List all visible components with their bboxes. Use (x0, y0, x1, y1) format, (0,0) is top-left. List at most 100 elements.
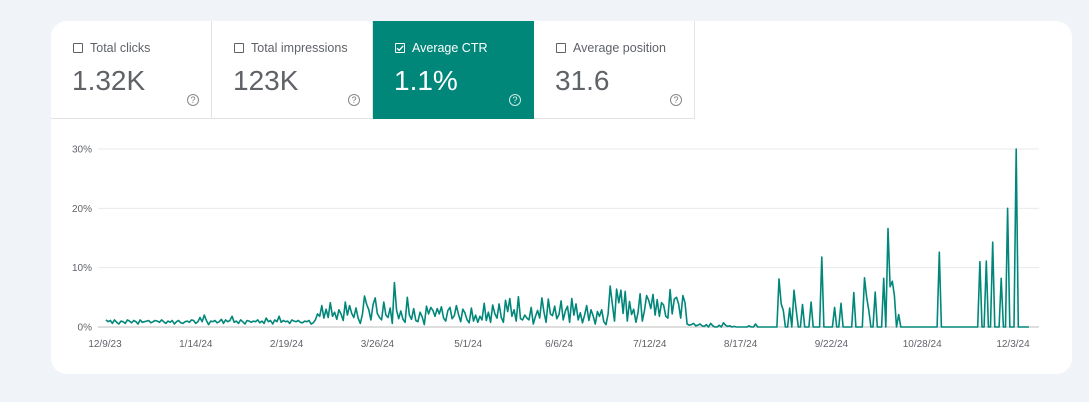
data-point (757, 326, 759, 328)
data-point (1007, 208, 1009, 210)
data-point (541, 297, 543, 299)
data-point (981, 326, 983, 328)
data-point (308, 320, 310, 322)
data-point (746, 326, 748, 328)
data-point (556, 318, 558, 320)
data-point (755, 323, 757, 325)
data-point (443, 317, 445, 319)
data-point (977, 326, 979, 328)
data-point (725, 324, 727, 326)
data-point (580, 312, 582, 314)
data-point (537, 310, 539, 312)
metric-tab-average-position[interactable]: Average position 31.6 ? (534, 21, 695, 119)
data-point (951, 326, 953, 328)
help-icon[interactable]: ? (670, 94, 682, 106)
help-icon[interactable]: ? (348, 94, 360, 106)
data-point (259, 322, 261, 324)
data-point (659, 316, 661, 318)
data-point (374, 297, 376, 299)
data-point (191, 319, 193, 321)
data-point (451, 318, 453, 320)
metric-tab-total-clicks[interactable]: Total clicks 1.32K ? (51, 21, 212, 119)
data-point (404, 321, 406, 323)
data-point (210, 320, 212, 322)
data-point (248, 320, 250, 322)
data-point (571, 298, 573, 300)
data-point (193, 320, 195, 322)
data-point (691, 324, 693, 326)
metric-tab-total-impressions[interactable]: Total impressions 123K ? (212, 21, 373, 119)
data-point (565, 310, 567, 312)
data-point (364, 295, 366, 297)
data-point (464, 312, 466, 314)
data-point (945, 326, 947, 328)
data-point (708, 326, 710, 328)
data-point (396, 310, 398, 312)
checkbox-average-ctr[interactable] (395, 43, 405, 53)
data-point (498, 303, 500, 305)
data-point (272, 323, 274, 325)
data-point (351, 313, 353, 315)
data-point (862, 326, 864, 328)
data-point (667, 317, 669, 319)
data-point (426, 305, 428, 307)
data-point (554, 305, 556, 307)
help-icon[interactable]: ? (509, 94, 521, 106)
data-point (676, 297, 678, 299)
y-tick-label: 0% (78, 323, 93, 334)
y-tick-label: 30% (72, 145, 92, 156)
data-point (394, 282, 396, 284)
data-point (569, 321, 571, 323)
data-point (780, 303, 782, 305)
x-tick-label: 5/1/24 (454, 339, 482, 350)
data-point (960, 326, 962, 328)
data-point (214, 320, 216, 322)
x-tick-label: 10/28/24 (903, 339, 942, 350)
data-point (906, 326, 908, 328)
data-point (674, 298, 676, 300)
data-point (627, 320, 629, 322)
help-icon[interactable]: ? (187, 94, 199, 106)
data-point (368, 309, 370, 311)
data-point (842, 326, 844, 328)
data-point (723, 322, 725, 324)
data-point (362, 314, 364, 316)
x-tick-label: 2/19/24 (270, 339, 304, 350)
data-point (287, 320, 289, 322)
data-point (411, 318, 413, 320)
data-point (109, 320, 111, 322)
data-point (511, 316, 513, 318)
data-point (231, 316, 233, 318)
data-point (518, 296, 520, 298)
checkbox-total-clicks[interactable] (73, 43, 83, 53)
data-point (304, 320, 306, 322)
data-point (795, 308, 797, 310)
data-point (105, 319, 107, 321)
data-point (520, 318, 522, 320)
data-point (729, 325, 731, 327)
data-point (1026, 326, 1028, 328)
data-point (330, 302, 332, 304)
data-point (458, 314, 460, 316)
data-point (913, 326, 915, 328)
data-point (599, 316, 601, 318)
data-point (887, 228, 889, 230)
data-point (849, 326, 851, 328)
data-point (1015, 148, 1017, 150)
metric-tab-average-ctr[interactable]: Average CTR 1.1% ? (373, 21, 534, 119)
data-point (398, 318, 400, 320)
metric-label: Total clicks (90, 41, 151, 55)
data-point (964, 326, 966, 328)
checkbox-average-position[interactable] (556, 43, 566, 53)
data-point (221, 318, 223, 320)
data-point (727, 326, 729, 328)
data-point (477, 321, 479, 323)
data-point (359, 323, 361, 325)
data-point (829, 326, 831, 328)
data-point (998, 326, 1000, 328)
data-point (614, 320, 616, 322)
checkbox-total-impressions[interactable] (234, 43, 244, 53)
data-point (197, 321, 199, 323)
data-point (475, 314, 477, 316)
data-point (278, 316, 280, 318)
